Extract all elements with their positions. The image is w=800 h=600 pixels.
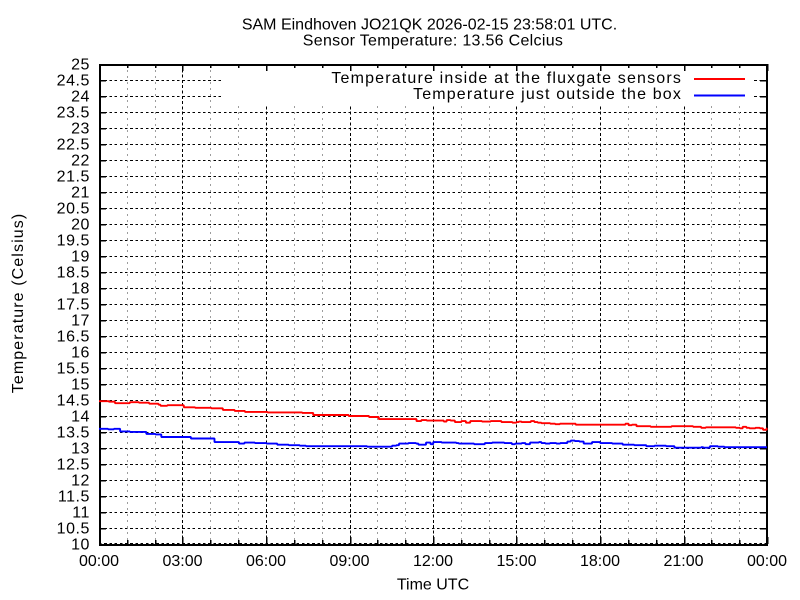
svg-text:00:00: 00:00 (747, 553, 787, 570)
svg-text:Sensor Temperature: 13.56 Celc: Sensor Temperature: 13.56 Celcius (303, 33, 563, 50)
svg-text:20.5: 20.5 (57, 201, 90, 218)
svg-text:25: 25 (71, 57, 90, 74)
svg-text:13.5: 13.5 (57, 425, 90, 442)
svg-text:Temperature inside at the flux: Temperature inside at the fluxgate senso… (331, 70, 682, 87)
svg-text:18: 18 (71, 281, 90, 298)
svg-text:Temperature (Celsius): Temperature (Celsius) (10, 213, 27, 393)
svg-text:Time UTC: Time UTC (397, 577, 469, 594)
svg-text:11.5: 11.5 (58, 489, 90, 506)
svg-text:13: 13 (71, 441, 90, 458)
svg-text:10: 10 (71, 537, 90, 554)
svg-text:15:00: 15:00 (496, 553, 536, 570)
svg-text:21.5: 21.5 (57, 169, 90, 186)
svg-text:12: 12 (71, 473, 90, 490)
svg-text:21:00: 21:00 (663, 553, 703, 570)
svg-text:24.5: 24.5 (57, 73, 90, 90)
svg-text:18.5: 18.5 (57, 265, 90, 282)
svg-text:24: 24 (71, 89, 90, 106)
svg-text:14.5: 14.5 (57, 393, 90, 410)
svg-text:15: 15 (71, 377, 90, 394)
svg-text:20: 20 (71, 217, 90, 234)
svg-text:09:00: 09:00 (329, 553, 369, 570)
svg-text:Temperature just outside the b: Temperature just outside the box (413, 86, 682, 103)
svg-text:15.5: 15.5 (57, 361, 90, 378)
svg-text:22.5: 22.5 (57, 137, 90, 154)
svg-text:18:00: 18:00 (580, 553, 620, 570)
svg-text:23: 23 (71, 121, 90, 138)
svg-text:19.5: 19.5 (57, 233, 90, 250)
svg-text:17: 17 (71, 313, 90, 330)
svg-text:12.5: 12.5 (57, 457, 90, 474)
svg-text:14: 14 (71, 409, 90, 426)
svg-text:SAM Eindhoven JO21QK 2026-02-1: SAM Eindhoven JO21QK 2026-02-15 23:58:01… (242, 17, 617, 34)
svg-text:10.5: 10.5 (57, 521, 90, 538)
svg-text:03:00: 03:00 (162, 553, 202, 570)
svg-text:23.5: 23.5 (57, 105, 90, 122)
svg-text:17.5: 17.5 (57, 297, 90, 314)
svg-text:06:00: 06:00 (246, 553, 286, 570)
svg-text:00:00: 00:00 (79, 553, 119, 570)
svg-text:16.5: 16.5 (57, 329, 90, 346)
svg-text:19: 19 (71, 249, 90, 266)
svg-text:11: 11 (72, 505, 90, 522)
svg-text:16: 16 (71, 345, 90, 362)
svg-text:22: 22 (71, 153, 90, 170)
svg-text:21: 21 (71, 185, 90, 202)
svg-text:12:00: 12:00 (413, 553, 453, 570)
